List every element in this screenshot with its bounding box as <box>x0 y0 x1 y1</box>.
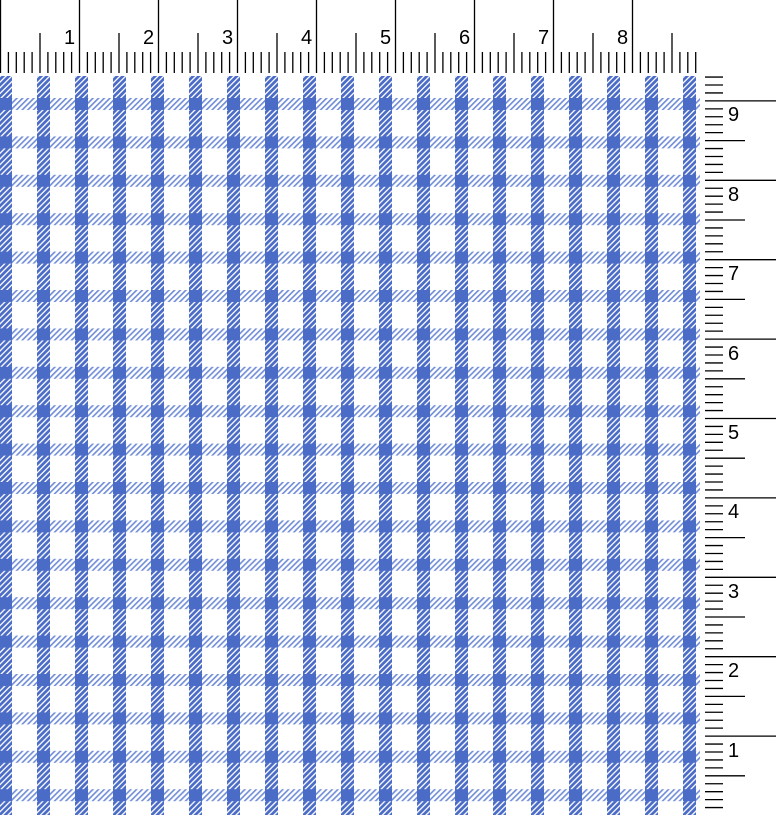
right-ruler-label: 4 <box>728 501 740 524</box>
right-ruler-label: 9 <box>728 104 740 127</box>
right-ruler-label: 8 <box>728 183 740 206</box>
right-ruler <box>705 76 776 809</box>
right-ruler-label: 2 <box>728 660 740 683</box>
right-ruler-label: 3 <box>728 580 740 603</box>
top-ruler-label: 4 <box>301 27 313 49</box>
top-ruler-label: 6 <box>459 27 471 49</box>
top-ruler-label: 8 <box>617 27 629 49</box>
right-ruler-label: 6 <box>728 342 740 365</box>
top-ruler-label: 1 <box>64 27 76 49</box>
fabric-preview <box>0 76 700 815</box>
top-ruler-label: 3 <box>222 27 234 49</box>
right-ruler-label: 1 <box>728 739 740 762</box>
top-ruler <box>0 0 697 73</box>
right-ruler-label: 7 <box>728 263 740 286</box>
top-ruler-label: 5 <box>380 27 392 49</box>
gingham-pattern <box>0 76 700 815</box>
top-ruler-label: 7 <box>538 27 550 49</box>
top-ruler-label: 2 <box>143 27 155 49</box>
right-ruler-label: 5 <box>728 422 740 444</box>
